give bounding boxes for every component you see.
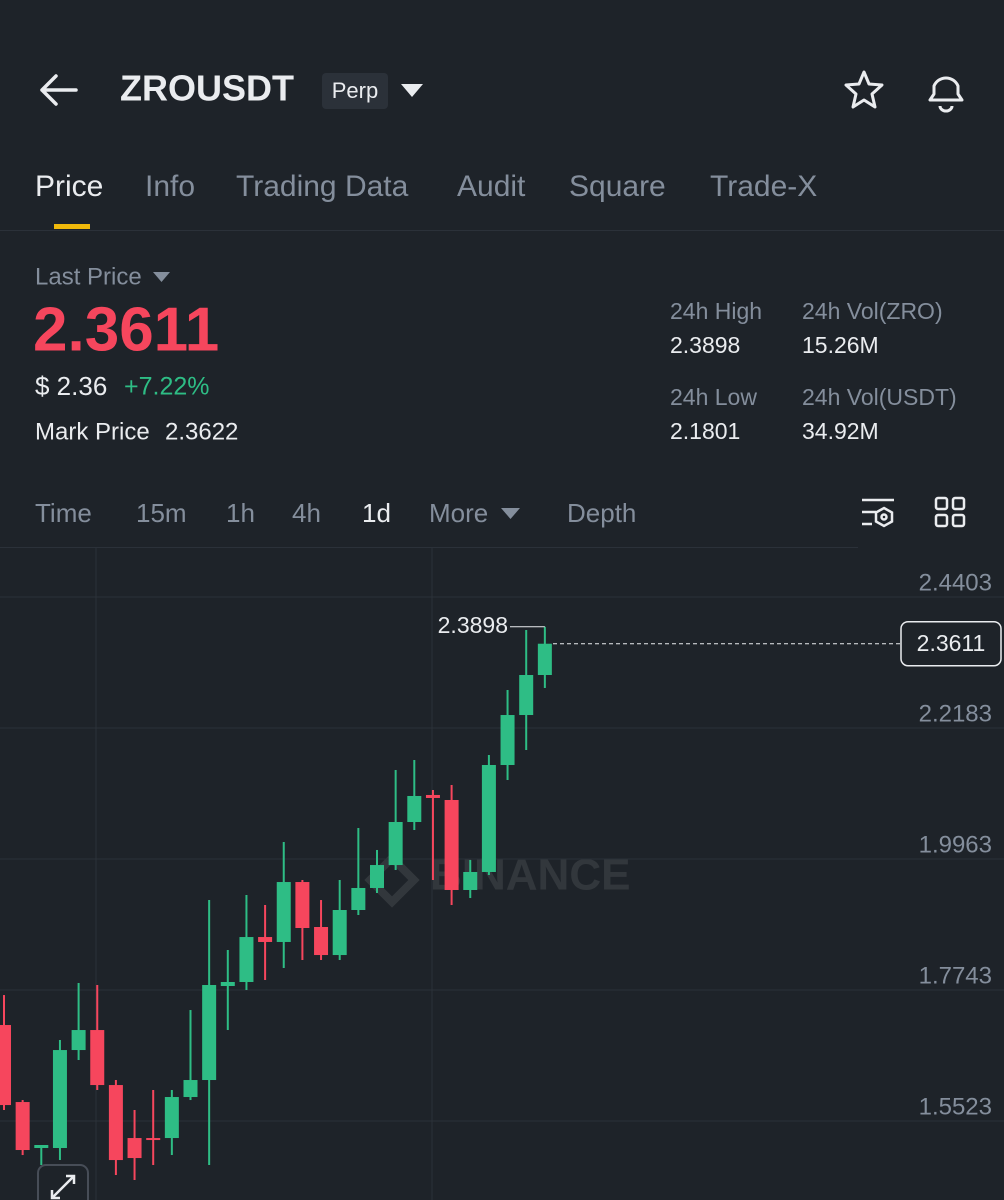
candle-body xyxy=(519,675,534,716)
candle-body xyxy=(146,1138,161,1141)
tab[interactable]: Price xyxy=(35,170,103,203)
y-tick-label: 1.5523 xyxy=(919,1093,992,1120)
candle-body xyxy=(71,1030,86,1051)
divider xyxy=(0,547,858,548)
symbol-title[interactable]: ZROUSDT xyxy=(120,68,294,109)
stat-value: 2.3898 xyxy=(670,332,740,358)
candle-body xyxy=(388,822,403,866)
interval[interactable]: 4h xyxy=(292,498,321,528)
last-price-box xyxy=(900,620,1002,667)
y-tick-label: 1.7743 xyxy=(919,962,992,989)
candle-body xyxy=(370,865,384,888)
more-caret xyxy=(501,508,520,519)
dropdown-caret xyxy=(153,272,170,282)
y-tick-label: 1.9963 xyxy=(919,831,992,858)
tab[interactable]: Audit xyxy=(457,170,526,203)
tab[interactable]: Info xyxy=(145,170,195,203)
stat-value: 15.26M xyxy=(802,332,879,358)
back-button[interactable] xyxy=(40,74,78,106)
stat-label: 24h High xyxy=(670,298,762,324)
candle-body xyxy=(500,715,515,765)
interval[interactable]: 1d xyxy=(362,498,391,528)
y-tick-label: 2.2183 xyxy=(919,700,992,727)
candle-body xyxy=(444,799,459,890)
candle-body xyxy=(276,882,291,942)
interval[interactable]: Time xyxy=(35,498,92,528)
chart: BINANCE 2.4403 2.2183 1.9963 1.7743 1.5523 2.3… xyxy=(0,569,1004,1180)
stat-value: 2.1801 xyxy=(670,418,740,444)
usd-price: $ 2.36 xyxy=(35,371,107,401)
candle-body xyxy=(127,1138,142,1159)
candle-body xyxy=(52,1050,67,1149)
tab-indicator xyxy=(54,224,90,229)
indicator-settings[interactable] xyxy=(862,498,894,528)
mark-price-label: Mark Price xyxy=(35,418,150,445)
last-price-label: 2.3611 xyxy=(917,630,986,656)
candle-body xyxy=(481,764,496,872)
tab[interactable]: Square xyxy=(569,170,666,203)
stat-value: 34.92M xyxy=(802,418,879,444)
candle-body xyxy=(164,1097,179,1139)
divider xyxy=(0,230,1004,231)
fullscreen-button[interactable] xyxy=(37,1164,89,1200)
stat-label: 24h Vol(ZRO) xyxy=(802,298,943,324)
stat-label: 24h Vol(USDT) xyxy=(802,384,957,410)
last-price-label[interactable]: Last Price xyxy=(35,263,142,290)
interval[interactable]: Depth xyxy=(567,498,636,528)
candle-body xyxy=(183,1080,198,1098)
badge-bg xyxy=(322,73,388,109)
high-marker-label: 2.3898 xyxy=(438,612,508,638)
tab[interactable]: Trading Data xyxy=(236,170,409,203)
y-tick-label: 2.4403 xyxy=(919,569,992,596)
candle-body xyxy=(90,1030,105,1086)
candle-body xyxy=(537,643,552,676)
candle-body xyxy=(314,926,329,956)
mark-price: 2.3622 xyxy=(165,418,238,445)
candle-body xyxy=(220,981,235,987)
candle-body xyxy=(0,1025,11,1106)
candle-body xyxy=(295,882,310,928)
candle-body xyxy=(351,887,366,910)
watermark: BINANCE xyxy=(430,851,630,900)
interval[interactable]: 15m xyxy=(136,498,187,528)
layout-button[interactable] xyxy=(934,496,966,528)
alert-button[interactable] xyxy=(928,76,964,113)
candle-body xyxy=(108,1085,123,1161)
favorite-button[interactable] xyxy=(844,70,884,109)
candle-body xyxy=(407,795,422,823)
candle-body xyxy=(258,937,273,942)
symbol-dropdown[interactable] xyxy=(401,84,423,97)
candle-body xyxy=(15,1102,30,1151)
candle-body xyxy=(239,937,254,982)
candle-body xyxy=(425,794,440,798)
candle-body xyxy=(332,909,347,956)
stat-label: 24h Low xyxy=(670,384,757,410)
candle-body xyxy=(34,1144,49,1149)
last-price: 2.3611 xyxy=(33,295,219,364)
candle-body xyxy=(202,985,217,1081)
badge: Perp xyxy=(332,78,378,103)
tab[interactable]: Trade-X xyxy=(710,170,817,203)
price-change: +7.22% xyxy=(124,373,210,401)
interval[interactable]: 1h xyxy=(226,498,255,528)
candle-body xyxy=(463,871,478,890)
interval[interactable]: More xyxy=(429,498,488,528)
